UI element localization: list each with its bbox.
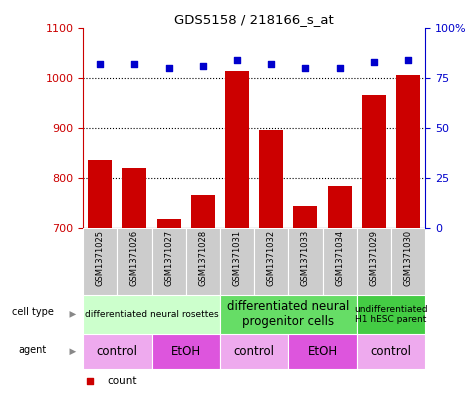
Text: EtOH: EtOH — [307, 345, 338, 358]
Bar — [157, 219, 180, 228]
Bar — [83, 295, 220, 334]
Point — [199, 62, 207, 69]
Text: GSM1371030: GSM1371030 — [404, 230, 412, 286]
Text: control: control — [234, 345, 275, 358]
Bar — [288, 334, 357, 369]
Text: EtOH: EtOH — [171, 345, 201, 358]
Point — [131, 61, 138, 67]
Text: undifferentiated
H1 hESC parent: undifferentiated H1 hESC parent — [354, 305, 428, 324]
Bar — [357, 228, 391, 295]
Bar — [186, 228, 220, 295]
Bar — [225, 71, 249, 228]
Text: GSM1371032: GSM1371032 — [267, 230, 276, 286]
Point — [404, 57, 412, 63]
Point — [267, 61, 275, 67]
Bar — [83, 228, 117, 295]
Bar — [117, 228, 152, 295]
Bar — [357, 334, 425, 369]
Text: GSM1371034: GSM1371034 — [335, 230, 344, 286]
Text: GSM1371028: GSM1371028 — [199, 230, 207, 286]
Text: GSM1371027: GSM1371027 — [164, 230, 173, 286]
Title: GDS5158 / 218166_s_at: GDS5158 / 218166_s_at — [174, 13, 334, 26]
Point — [233, 57, 241, 63]
Text: cell type: cell type — [12, 307, 54, 318]
Text: agent: agent — [18, 345, 47, 355]
Text: differentiated neural
progenitor cells: differentiated neural progenitor cells — [227, 300, 350, 329]
Text: differentiated neural rosettes: differentiated neural rosettes — [85, 310, 218, 319]
Bar — [83, 334, 152, 369]
Bar — [88, 160, 112, 228]
Bar — [191, 195, 215, 228]
Text: GSM1371025: GSM1371025 — [96, 230, 104, 286]
Text: GSM1371029: GSM1371029 — [370, 230, 378, 286]
Bar — [362, 95, 386, 228]
Point — [165, 64, 172, 71]
Bar — [152, 228, 186, 295]
Bar — [391, 228, 425, 295]
Bar — [294, 206, 317, 228]
Text: GSM1371031: GSM1371031 — [233, 230, 241, 286]
Bar — [220, 334, 288, 369]
Bar — [152, 334, 220, 369]
Bar — [220, 228, 254, 295]
Text: control: control — [97, 345, 138, 358]
Bar — [123, 168, 146, 228]
Text: control: control — [370, 345, 411, 358]
Bar — [357, 295, 425, 334]
Point — [96, 61, 104, 67]
Text: GSM1371026: GSM1371026 — [130, 230, 139, 286]
Bar — [220, 295, 357, 334]
Bar — [254, 228, 288, 295]
Text: count: count — [107, 376, 137, 386]
Bar — [288, 228, 323, 295]
Point — [370, 59, 378, 65]
Bar — [396, 75, 420, 228]
Point — [302, 64, 309, 71]
Point — [313, 304, 320, 310]
Point — [336, 64, 343, 71]
Text: GSM1371033: GSM1371033 — [301, 230, 310, 286]
Bar — [328, 186, 352, 228]
Point — [313, 68, 320, 75]
Bar — [259, 130, 283, 228]
Bar — [323, 228, 357, 295]
